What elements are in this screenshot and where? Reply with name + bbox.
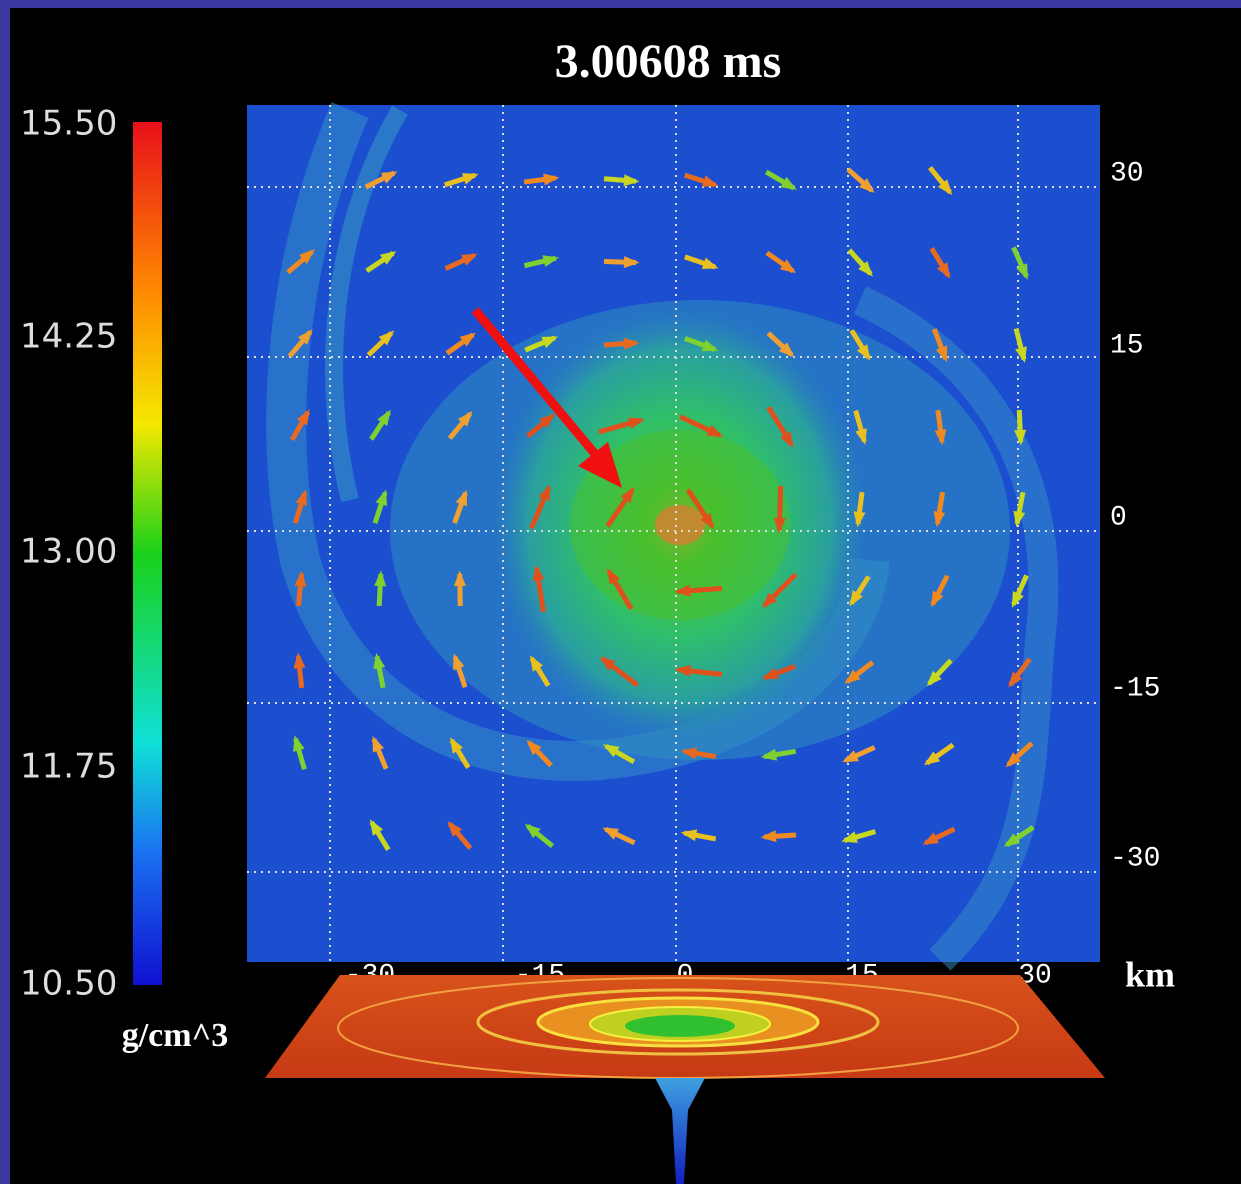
colorbar-tick-label: 13.00 [20, 532, 117, 572]
title: 3.00608 ms [555, 35, 782, 88]
y-tick-label: 0 [1110, 502, 1127, 533]
colorbar-unit: g/cm^3 [122, 1017, 229, 1054]
colorbar-tick-label: 15.50 [20, 104, 117, 144]
colorbar-tick-label: 10.50 [20, 964, 117, 1004]
y-tick-label: -15 [1110, 673, 1160, 704]
colorbar [133, 122, 162, 985]
y-tick-label: -30 [1110, 843, 1160, 874]
axis-unit: km [1125, 954, 1175, 994]
y-tick-label: 30 [1110, 158, 1144, 189]
screen: 3.00608 ms 15.50 14.25 13.00 11.75 10.50 g/c… [0, 0, 1241, 1184]
y-tick-label: 15 [1110, 330, 1144, 361]
colorbar-tick-label: 11.75 [20, 747, 117, 787]
colorbar-tick-label: 14.25 [20, 317, 117, 357]
